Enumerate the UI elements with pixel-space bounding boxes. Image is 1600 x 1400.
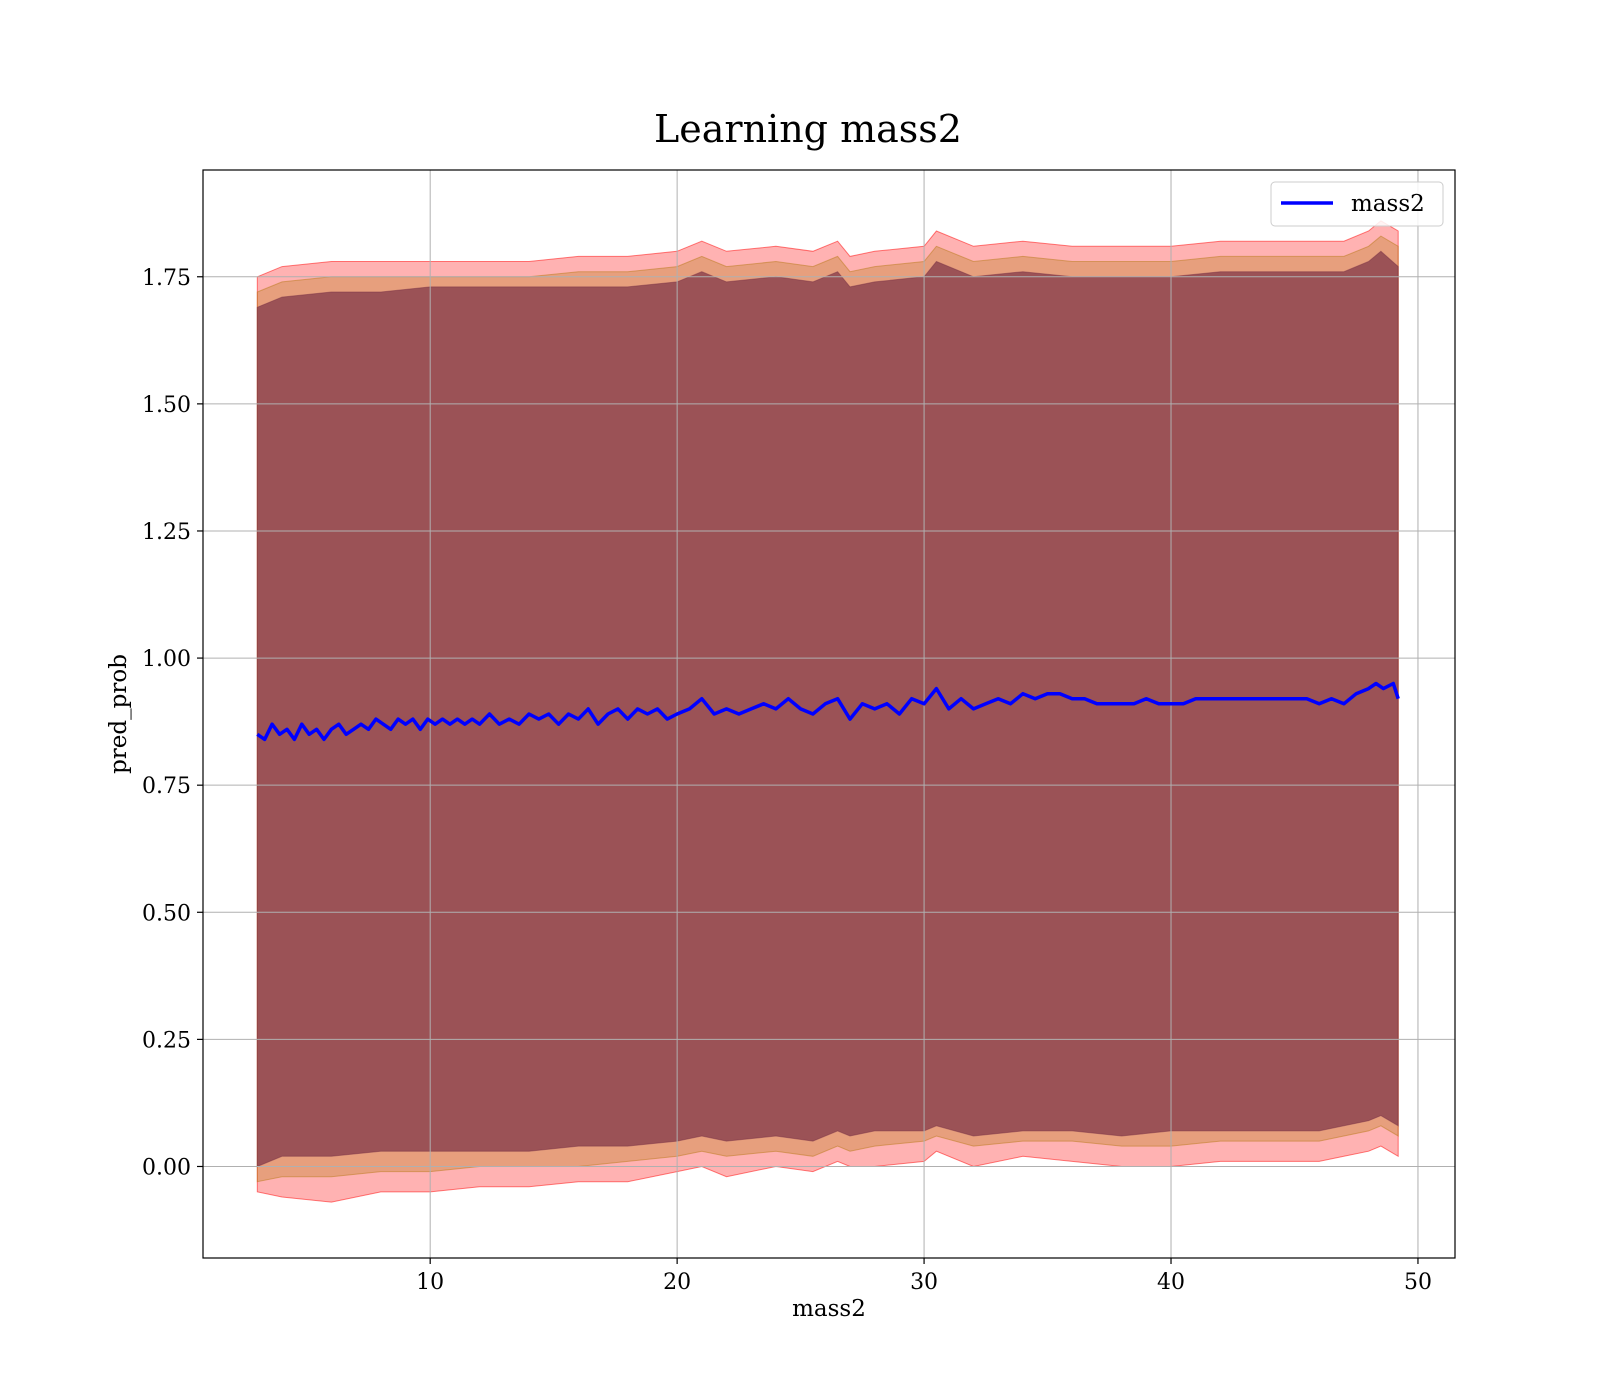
y-tick-label-6: 1.50 bbox=[142, 393, 191, 418]
x-tick-label-1: 20 bbox=[663, 1270, 691, 1295]
y-tick-label-3: 0.75 bbox=[142, 774, 191, 799]
x-tick-label-2: 30 bbox=[910, 1270, 938, 1295]
y-axis-title: pred_prob bbox=[106, 654, 132, 774]
bands-layer bbox=[256, 220, 1399, 1203]
grid-layer bbox=[203, 170, 1455, 1258]
plot-area bbox=[202, 169, 1456, 1259]
y-tick-label-0: 0.00 bbox=[142, 1155, 191, 1180]
plot-frame bbox=[202, 169, 1456, 1259]
x-axis-ticks: 10 20 30 40 50 bbox=[416, 1258, 1432, 1295]
legend-box bbox=[1270, 181, 1444, 227]
y-tick-label-4: 1.00 bbox=[142, 647, 191, 672]
y-tick-label-1: 0.25 bbox=[142, 1028, 191, 1053]
x-axis-title: mass2 bbox=[792, 1296, 866, 1322]
y-tick-label-5: 1.25 bbox=[142, 520, 191, 545]
y-tick-label-2: 0.50 bbox=[142, 901, 191, 926]
x-tick-label-0: 10 bbox=[416, 1270, 444, 1295]
y-axis-ticks: 0.00 0.25 0.50 0.75 1.00 1.25 1.50 1.75 bbox=[142, 266, 203, 1180]
x-tick-label-3: 40 bbox=[1157, 1270, 1185, 1295]
confidence-band-2 bbox=[256, 250, 1399, 1168]
y-tick-label-7: 1.75 bbox=[142, 266, 191, 291]
series-line-0 bbox=[256, 681, 1400, 742]
legend: mass2 bbox=[1270, 181, 1444, 227]
chart-title: Learning mass2 bbox=[654, 107, 962, 151]
x-tick-label-4: 50 bbox=[1404, 1270, 1432, 1295]
legend-label: mass2 bbox=[1351, 191, 1425, 217]
series-layer bbox=[256, 681, 1400, 742]
